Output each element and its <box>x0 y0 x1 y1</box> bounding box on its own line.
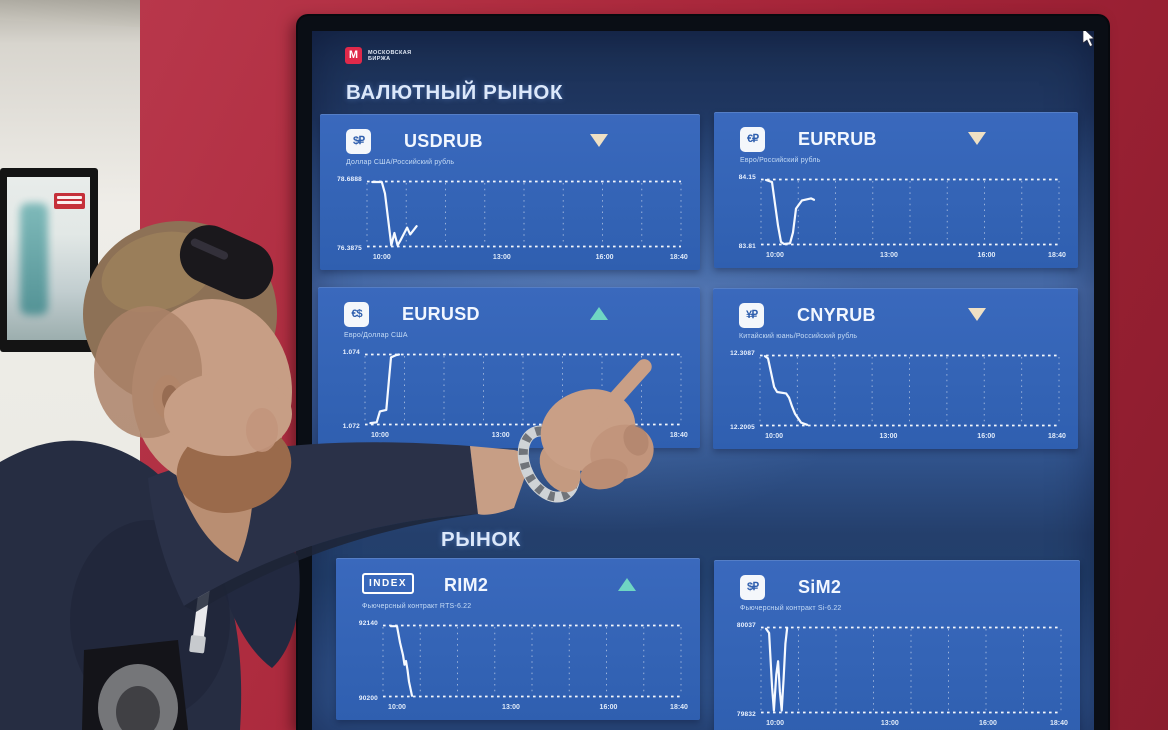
price-chart <box>760 178 1060 246</box>
white-wall <box>0 0 150 730</box>
mouse-cursor-icon <box>1082 31 1094 47</box>
tv-channel-badge <box>54 193 85 209</box>
ticker-title: CNYRUB <box>797 305 876 325</box>
tv-picture-blur <box>20 203 48 315</box>
x-tick: 13:00 <box>502 704 520 711</box>
x-tick: 18:40 <box>669 432 688 439</box>
x-tick: 18:40 <box>1050 720 1068 727</box>
x-tick: 16:00 <box>979 720 997 727</box>
x-tick: 16:00 <box>595 254 614 261</box>
price-chart <box>366 180 682 248</box>
x-tick: 10:00 <box>766 720 785 727</box>
y-axis-max: 1.074 <box>342 349 360 357</box>
x-tick: 10:00 <box>388 704 406 711</box>
x-tick: 13:00 <box>880 720 899 727</box>
ticker-subtitle: Евро/Российский рубль <box>740 157 821 164</box>
si-futures-icon: $₽ <box>740 575 765 600</box>
x-tick: 13:00 <box>880 252 898 259</box>
price-chart <box>759 354 1060 427</box>
x-tick: 10:00 <box>372 254 391 261</box>
y-axis-max: 12.3087 <box>730 350 755 358</box>
trend-triangle-icon <box>618 578 636 591</box>
x-tick: 16:00 <box>977 252 996 259</box>
y-axis-max: 84.15 <box>738 174 756 182</box>
x-axis: 10:00 13:00 16:00 18:40 <box>366 254 688 264</box>
x-tick: 13:00 <box>491 432 510 439</box>
section-title-derivatives-market-partial: РЫНОК <box>441 528 522 551</box>
moex-logo-line1: МОСКОВСКАЯ <box>368 50 412 56</box>
display-screen: М МОСКОВСКАЯ БИРЖА ВАЛЮТНЫЙ РЫНОК $₽ USD… <box>312 31 1094 730</box>
x-tick: 16:00 <box>977 433 996 440</box>
usd-rub-currency-icon: $₽ <box>346 129 371 154</box>
trend-triangle-icon <box>968 132 986 145</box>
y-axis-max: 80037 <box>736 622 756 630</box>
index-badge-icon: INDEX <box>362 573 415 594</box>
ticker-panel-usdrub: $₽ USDRUB Доллар США/Российский рубль 78… <box>320 114 700 270</box>
ticker-title: USDRUB <box>404 131 483 151</box>
y-axis-min: 1.072 <box>342 422 360 430</box>
x-axis: 10:00 13:00 16:00 18:40 <box>382 704 688 714</box>
ticker-title: SiM2 <box>798 577 842 597</box>
tv-screen <box>7 177 90 340</box>
x-tick: 18:40 <box>670 704 688 711</box>
y-axis-max: 78.6888 <box>337 176 362 184</box>
ticker-subtitle: Фьючерсный контракт RTS-6.22 <box>362 603 472 610</box>
price-chart <box>364 353 682 426</box>
eur-usd-currency-icon: €$ <box>344 302 369 327</box>
ticker-subtitle: Евро/Доллар США <box>344 332 408 339</box>
ticker-panel-eurusd: €$ EURUSD Евро/Доллар США 1.074 1.072 10… <box>318 287 700 448</box>
x-tick: 10:00 <box>765 433 783 440</box>
x-tick: 10:00 <box>766 252 784 259</box>
price-chart <box>382 624 682 698</box>
x-tick: 10:00 <box>370 432 389 439</box>
x-tick: 13:00 <box>879 433 898 440</box>
trend-triangle-icon <box>968 308 986 321</box>
ticker-title: EURUSD <box>402 304 480 324</box>
wall-tv <box>0 168 98 352</box>
moex-logo-line2: БИРЖА <box>368 56 391 62</box>
trend-triangle-icon <box>590 307 608 320</box>
x-axis: 10:00 13:00 16:00 18:40 <box>364 432 688 442</box>
moex-logo-icon: М <box>345 47 362 64</box>
ticker-panel-rim2: INDEX RIM2 Фьючерсный контракт RTS-6.22 … <box>336 558 700 720</box>
ticker-subtitle: Доллар США/Российский рубль <box>346 159 455 166</box>
y-axis-min: 12.2005 <box>730 423 755 431</box>
ticker-subtitle: Китайский юань/Российский рубль <box>739 333 858 340</box>
ticker-panel-eurrub: €₽ EURRUB Евро/Российский рубль 84.15 83… <box>714 112 1078 268</box>
section-title-currency-market: ВАЛЮТНЫЙ РЫНОК <box>346 81 564 104</box>
y-axis-max: 92140 <box>358 620 378 628</box>
x-axis: 10:00 13:00 16:00 18:40 <box>759 433 1066 443</box>
cny-rub-currency-icon: ¥₽ <box>739 303 764 328</box>
ticker-panel-cnyrub: ¥₽ CNYRUB Китайский юань/Российский рубл… <box>713 288 1078 449</box>
y-axis-min: 90200 <box>358 694 378 702</box>
x-tick: 18:40 <box>1048 252 1066 259</box>
ticker-subtitle: Фьючерсный контракт Si-6.22 <box>740 605 842 612</box>
price-chart <box>760 626 1062 714</box>
x-axis: 10:00 13:00 16:00 18:40 <box>760 720 1068 730</box>
x-axis: 10:00 13:00 16:00 18:40 <box>760 252 1066 262</box>
y-axis-min: 83.81 <box>738 242 756 250</box>
ticker-title: EURRUB <box>798 129 877 149</box>
y-axis-min: 76.3875 <box>337 244 362 252</box>
x-tick: 18:40 <box>1048 433 1066 440</box>
moex-logo-text: МОСКОВСКАЯ БИРЖА <box>368 50 411 62</box>
ticker-title: RIM2 <box>444 575 489 595</box>
trend-triangle-icon <box>590 134 608 147</box>
eur-rub-currency-icon: €₽ <box>740 127 765 152</box>
x-tick: 18:40 <box>669 254 688 261</box>
ticker-panel-sim2: $₽ SiM2 Фьючерсный контракт Si-6.22 8003… <box>714 560 1080 730</box>
x-tick: 13:00 <box>492 254 511 261</box>
x-tick: 16:00 <box>595 432 614 439</box>
x-tick: 16:00 <box>599 704 618 711</box>
y-axis-min: 79832 <box>736 710 756 718</box>
